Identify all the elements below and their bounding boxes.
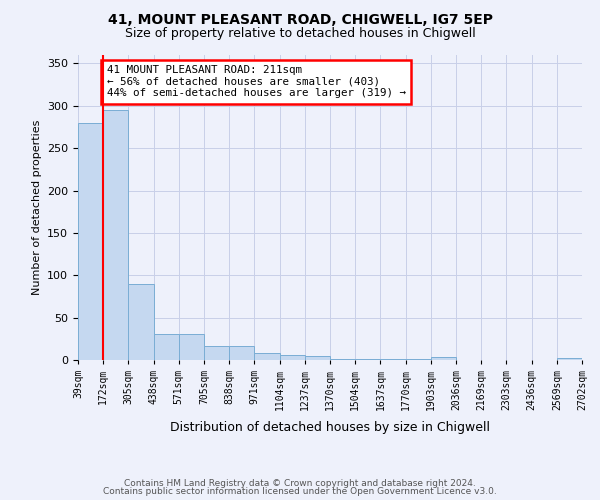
Bar <box>330 359 355 360</box>
Text: 41 MOUNT PLEASANT ROAD: 211sqm
← 56% of detached houses are smaller (403)
44% of: 41 MOUNT PLEASANT ROAD: 211sqm ← 56% of … <box>107 65 406 98</box>
Bar <box>254 353 280 360</box>
X-axis label: Distribution of detached houses by size in Chigwell: Distribution of detached houses by size … <box>170 422 490 434</box>
Bar <box>355 359 380 360</box>
Text: Contains public sector information licensed under the Open Government Licence v3: Contains public sector information licen… <box>103 487 497 496</box>
Bar <box>431 356 456 360</box>
Text: 41, MOUNT PLEASANT ROAD, CHIGWELL, IG7 5EP: 41, MOUNT PLEASANT ROAD, CHIGWELL, IG7 5… <box>107 12 493 26</box>
Text: Contains HM Land Registry data © Crown copyright and database right 2024.: Contains HM Land Registry data © Crown c… <box>124 478 476 488</box>
Bar <box>305 356 330 360</box>
Bar <box>280 355 305 360</box>
Text: Size of property relative to detached houses in Chigwell: Size of property relative to detached ho… <box>125 28 475 40</box>
Bar <box>78 123 103 360</box>
Bar <box>154 334 179 360</box>
Bar <box>557 358 582 360</box>
Bar <box>128 284 154 360</box>
Bar <box>204 346 229 360</box>
Bar <box>380 359 406 360</box>
Y-axis label: Number of detached properties: Number of detached properties <box>32 120 41 295</box>
Bar <box>229 346 254 360</box>
Bar <box>179 334 204 360</box>
Bar <box>103 110 128 360</box>
Bar <box>406 359 431 360</box>
